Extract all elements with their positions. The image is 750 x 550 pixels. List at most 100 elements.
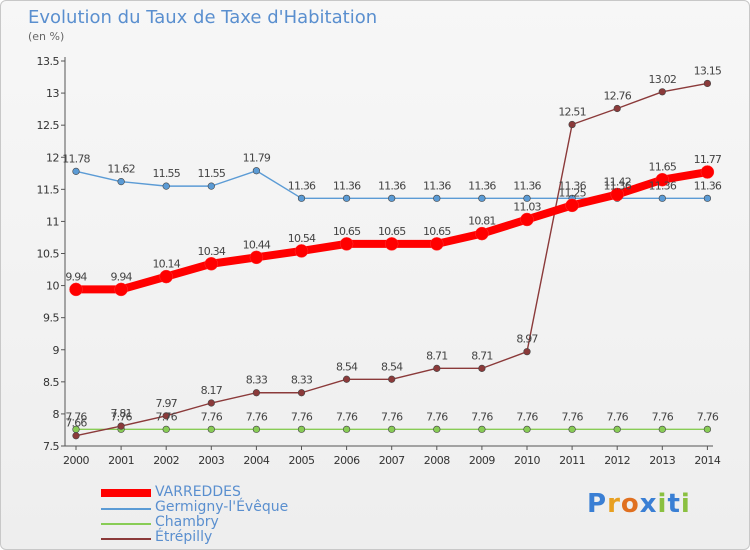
series-point bbox=[703, 79, 712, 88]
series-point bbox=[162, 412, 170, 420]
data-label: 13.02 bbox=[649, 73, 677, 86]
data-label: 8.17 bbox=[201, 384, 223, 397]
logo-letter: r bbox=[607, 489, 621, 519]
y-tick-label: 8.5 bbox=[43, 376, 59, 389]
data-label: 7.76 bbox=[110, 410, 132, 423]
line-chart: 7.5 8 8.5 9 9.5 10 10.5 11 11.5 12 12.5 13 13.5 2000 2… bbox=[37, 55, 723, 467]
data-label: 8.54 bbox=[336, 360, 358, 373]
x-tick-label: 2006 bbox=[334, 454, 360, 467]
unit-label: (en %) bbox=[28, 30, 65, 43]
x-tick-label: 2000 bbox=[63, 454, 89, 467]
data-label: 7.76 bbox=[65, 410, 87, 423]
data-label: 7.76 bbox=[381, 410, 403, 423]
x-tick-label: 2005 bbox=[289, 454, 315, 467]
data-label: 8.54 bbox=[381, 360, 403, 373]
data-label: 11.55 bbox=[152, 167, 180, 180]
data-label: 7.76 bbox=[246, 410, 268, 423]
series-point bbox=[297, 425, 306, 433]
data-label: 11.36 bbox=[558, 179, 586, 192]
y-tick-label: 12.5 bbox=[37, 119, 60, 132]
series-point bbox=[294, 244, 309, 258]
logo-letter: P bbox=[587, 489, 608, 519]
series-point bbox=[207, 399, 215, 407]
series-point bbox=[478, 364, 486, 372]
y-tick-label: 10.5 bbox=[37, 248, 60, 261]
data-label: 8.33 bbox=[291, 374, 313, 387]
data-label: 7.76 bbox=[607, 410, 629, 423]
data-label: 11.36 bbox=[333, 179, 361, 192]
x-tick-label: 2013 bbox=[649, 454, 675, 467]
x-tick-label: 2012 bbox=[604, 454, 630, 467]
data-label: 7.76 bbox=[291, 410, 313, 423]
series-point bbox=[658, 194, 666, 202]
series-point bbox=[252, 389, 260, 397]
series-point bbox=[703, 425, 712, 433]
series-point bbox=[523, 194, 531, 202]
series-point bbox=[252, 425, 260, 433]
data-label: 7.76 bbox=[652, 410, 674, 423]
series-point bbox=[162, 425, 170, 433]
legend-label: VARREDDES bbox=[155, 484, 241, 500]
series-point bbox=[433, 194, 441, 202]
x-tick-label: 2014 bbox=[694, 454, 720, 467]
logo-letter: i bbox=[657, 489, 668, 519]
proxiti-logo: Proxiti bbox=[587, 489, 691, 519]
series-point bbox=[523, 425, 531, 433]
data-label: 8.71 bbox=[426, 349, 447, 362]
legend-swatch bbox=[101, 508, 151, 510]
series-point bbox=[343, 425, 351, 433]
x-tick-label: 2008 bbox=[424, 454, 450, 467]
y-tick-label: 11.5 bbox=[37, 183, 60, 196]
data-label: 7.76 bbox=[561, 410, 583, 423]
data-label: 10.54 bbox=[288, 232, 316, 245]
series-point bbox=[658, 88, 666, 96]
data-label: 11.42 bbox=[603, 175, 631, 188]
series-point bbox=[117, 422, 125, 430]
data-label: 11.36 bbox=[694, 179, 722, 192]
data-label: 11.79 bbox=[243, 152, 271, 165]
data-label: 8.33 bbox=[246, 374, 268, 387]
legend-label: Chambry bbox=[155, 514, 219, 530]
x-tick-label: 2007 bbox=[379, 454, 405, 467]
logo-letter: i bbox=[680, 489, 691, 519]
y-tick-label: 13 bbox=[46, 87, 59, 100]
series-point bbox=[613, 104, 621, 113]
series-point bbox=[658, 425, 666, 433]
series-point bbox=[114, 282, 128, 297]
x-tick-label: 2004 bbox=[243, 454, 269, 467]
data-label: 7.76 bbox=[697, 410, 719, 423]
series-point bbox=[520, 212, 534, 227]
x-tick-label: 2002 bbox=[153, 454, 179, 467]
series-point bbox=[433, 425, 441, 433]
data-label: 10.65 bbox=[378, 225, 406, 238]
data-label: 7.76 bbox=[471, 410, 493, 423]
data-label: 9.94 bbox=[110, 270, 132, 283]
y-tick-label: 13.5 bbox=[37, 55, 60, 68]
data-label: 11.36 bbox=[603, 179, 631, 192]
series-point bbox=[433, 364, 441, 372]
data-label: 10.65 bbox=[423, 225, 451, 238]
data-label: 12.76 bbox=[603, 89, 631, 102]
series-point bbox=[700, 165, 715, 179]
data-label: 11.78 bbox=[62, 152, 90, 165]
series-point bbox=[252, 167, 260, 175]
data-label: 7.76 bbox=[516, 410, 538, 423]
data-label: 11.62 bbox=[107, 163, 135, 176]
data-label: 7.76 bbox=[336, 410, 358, 423]
series-point bbox=[523, 348, 531, 356]
series-point bbox=[384, 237, 399, 251]
series-point bbox=[343, 194, 351, 202]
series-point bbox=[72, 432, 80, 440]
series-point bbox=[388, 194, 396, 202]
y-tick-label: 8 bbox=[53, 408, 60, 421]
series-point bbox=[703, 194, 712, 202]
data-label: 10.65 bbox=[333, 225, 361, 238]
series-point bbox=[388, 375, 396, 383]
x-tick-label: 2003 bbox=[198, 454, 224, 467]
x-tick-label: 2001 bbox=[108, 454, 134, 467]
series-point bbox=[297, 389, 306, 397]
data-label: 11.03 bbox=[513, 200, 541, 213]
series-point bbox=[568, 120, 576, 129]
legend-swatch bbox=[101, 538, 151, 540]
